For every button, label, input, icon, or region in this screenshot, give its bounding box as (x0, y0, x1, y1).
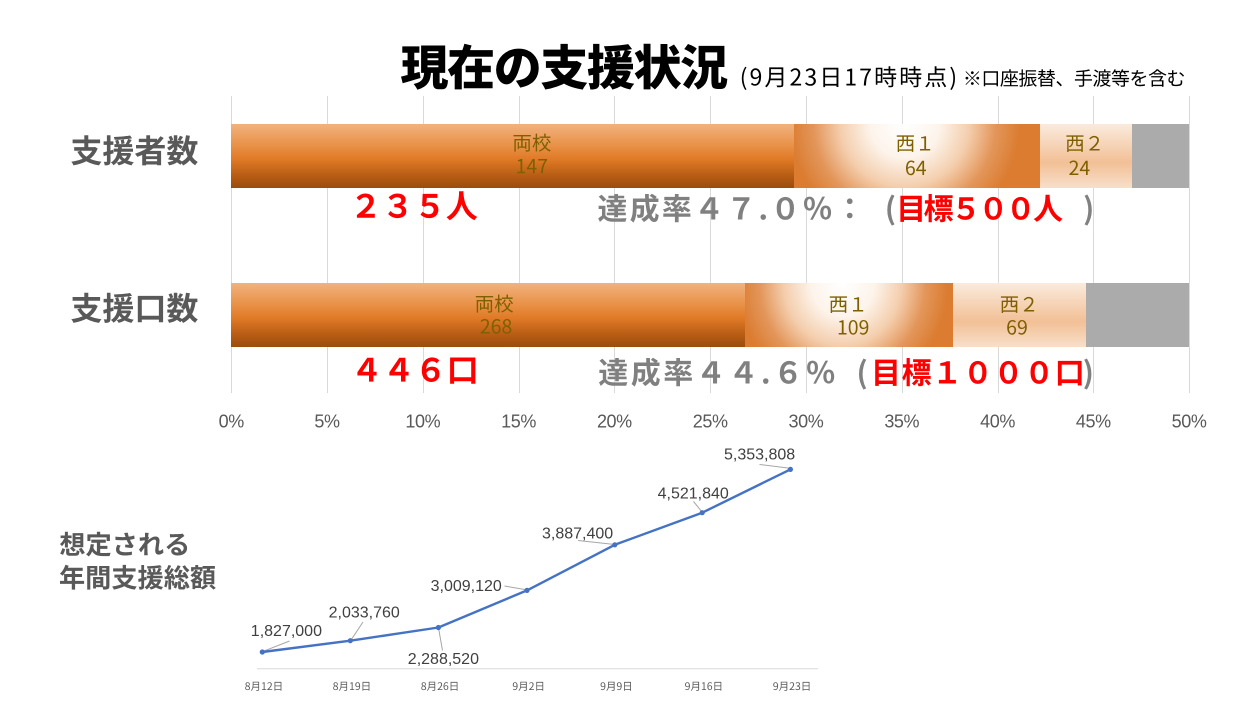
svg-text:0%: 0% (219, 412, 245, 432)
svg-text:20%: 20% (597, 412, 632, 432)
svg-text:15%: 15% (501, 412, 536, 432)
svg-text:3,887,400: 3,887,400 (542, 526, 613, 543)
svg-text:50%: 50% (1172, 412, 1207, 432)
svg-text:5%: 5% (314, 412, 340, 432)
svg-text:2,288,520: 2,288,520 (408, 651, 479, 668)
svg-text:45%: 45% (1076, 412, 1111, 432)
svg-text:35%: 35% (884, 412, 919, 432)
svg-text:25%: 25% (693, 412, 728, 432)
svg-text:2,033,760: 2,033,760 (329, 605, 400, 622)
svg-text:5,353,808: 5,353,808 (724, 447, 795, 464)
svg-text:40%: 40% (980, 412, 1015, 432)
svg-text:10%: 10% (405, 412, 440, 432)
svg-text:1,827,000: 1,827,000 (251, 623, 322, 640)
svg-text:4,521,840: 4,521,840 (658, 486, 729, 503)
svg-text:30%: 30% (789, 412, 824, 432)
svg-text:3,009,120: 3,009,120 (431, 578, 502, 595)
